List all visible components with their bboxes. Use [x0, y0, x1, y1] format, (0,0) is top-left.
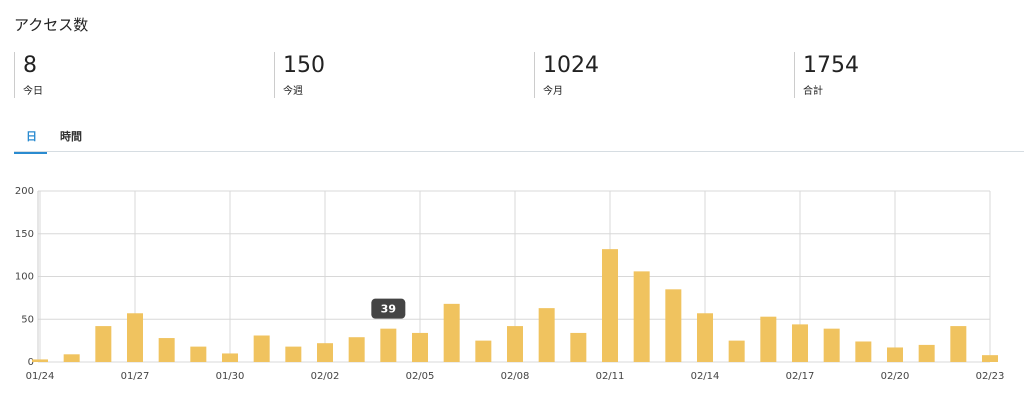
bar: [95, 326, 112, 362]
x-tick-label: 01/30: [216, 371, 245, 382]
bar: [570, 332, 587, 362]
stat-value: 1754: [803, 53, 859, 78]
bar: [380, 328, 397, 362]
y-tick-label: 100: [15, 272, 34, 283]
y-tick-label: 50: [21, 314, 34, 325]
tooltip-text: 39: [381, 303, 396, 316]
bar: [285, 346, 302, 362]
y-tick-label: 150: [15, 229, 34, 240]
bar: [63, 354, 80, 362]
x-tick-label: 02/11: [596, 371, 625, 382]
bar: [222, 353, 238, 362]
bar: [855, 341, 872, 362]
tab-hour[interactable]: 時間: [60, 130, 82, 143]
tab-day[interactable]: 日: [14, 128, 47, 154]
stat-value: 8: [23, 53, 37, 78]
bar: [158, 338, 175, 362]
bar: [348, 337, 365, 362]
stat: 150 今週: [274, 52, 523, 98]
stat-label: 合計: [803, 86, 823, 97]
bar: [443, 303, 460, 362]
stat: 1024 今月: [534, 52, 783, 98]
bar: [127, 313, 143, 362]
stat: 8 今日: [14, 52, 263, 98]
bar: [982, 355, 998, 362]
bar: [538, 308, 555, 362]
bar: [760, 316, 777, 362]
stat-label: 今週: [283, 86, 303, 97]
bar: [253, 335, 270, 362]
bar: [823, 328, 840, 362]
x-tick-label: 02/23: [976, 371, 1005, 382]
stat-label: 今日: [23, 86, 43, 97]
stat-label: 今月: [543, 86, 563, 97]
bar: [950, 326, 967, 362]
bar: [665, 289, 682, 362]
y-tick-label: 200: [15, 186, 34, 197]
x-tick-label: 01/24: [26, 371, 55, 382]
x-tick-label: 02/14: [691, 371, 720, 382]
page-title: アクセス数: [14, 16, 89, 34]
bar: [697, 313, 713, 362]
x-tick-label: 02/05: [406, 371, 435, 382]
tab-divider: [14, 151, 1024, 152]
bar: [918, 344, 935, 362]
bar: [32, 359, 48, 362]
stat-value: 150: [283, 53, 325, 78]
x-tick-label: 02/20: [881, 371, 910, 382]
x-tick-label: 02/02: [311, 371, 340, 382]
stat-value: 1024: [543, 53, 599, 78]
bar: [792, 324, 808, 362]
bar: [317, 343, 333, 362]
y-tick-label: 0: [28, 357, 34, 368]
bar: [475, 340, 492, 362]
bar: [728, 340, 745, 362]
bar: [412, 332, 428, 362]
x-tick-label: 01/27: [121, 371, 150, 382]
tooltip: [371, 298, 406, 319]
bar: [887, 347, 903, 362]
bar: [633, 271, 650, 362]
stat: 1754 合計: [794, 52, 1024, 98]
bar: [507, 326, 523, 362]
bar: [190, 346, 207, 362]
x-tick-label: 02/08: [501, 371, 530, 382]
x-tick-label: 02/17: [786, 371, 815, 382]
bar: [602, 249, 618, 362]
